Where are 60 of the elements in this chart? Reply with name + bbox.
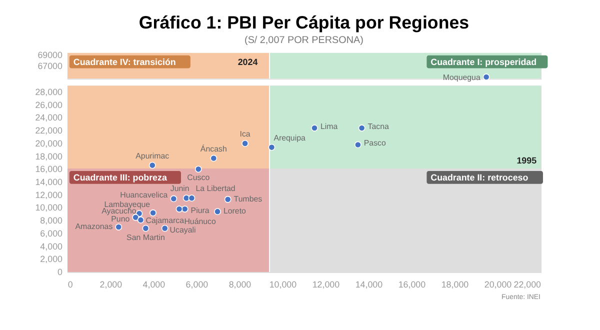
data-label: Tumbes [234,194,262,204]
x-tick-label: 18,000 [441,279,469,290]
data-label: Lima [320,122,338,132]
data-label: Cajamarca [146,216,185,225]
x-tick-label: 2,000 [100,279,122,290]
chart-title: Gráfico 1: PBI Per Cápita por Regiones [138,12,470,32]
x-tick-label: 22,000 [514,279,542,290]
band-label: Cuadrante IV: transición [73,56,176,67]
data-label: San Martin [126,233,165,242]
data-label: Ayacucho [102,206,137,216]
x-tick-label: 0 [68,279,73,290]
x-tick-label: 12,000 [312,279,340,290]
data-label: Huánuco [184,216,217,226]
y-tick-label: 16,000 [35,164,63,174]
x-tick-label: 8,000 [228,279,252,290]
data-label: Áncash [200,144,227,154]
annotation: 1995 [516,156,537,166]
x-tick-label: 16,000 [398,279,426,290]
y-tick-label: 8,000 [40,216,63,226]
y-tick-label: 69000 [38,50,63,60]
data-label: Moquegua [442,72,481,82]
y-tick-label: 22,000 [35,126,63,136]
data-label: Puno [111,214,130,224]
data-label: Pasco [364,138,386,148]
data-label: Apurimac [136,151,170,160]
y-tick-label: 18,000 [35,151,63,162]
y-tick-label: 24,000 [35,112,63,123]
band-label: Cuadrante II: retroceso [430,172,529,182]
x-tick-label: 14,000 [355,279,383,290]
y-tick-label: 2,000 [40,254,63,264]
data-label: Tacna [368,122,390,132]
band-label: Cuadrante I: prosperidad [430,56,537,67]
y-tick-label: 20,000 [35,138,63,148]
y-tick-label: 12,000 [35,190,63,200]
data-label: La Libertad [196,184,236,194]
y-tick-label: 67000 [38,60,63,71]
data-label: Amazonas [75,222,113,232]
chart-subtitle: (S/ 2,007 POR PERSONA) [244,35,364,46]
data-label: Arequipa [274,133,306,142]
data-label: Piura [190,206,210,215]
data-label: Lambayeque [104,200,151,209]
data-label: Ucayali [170,225,196,234]
x-tick-label: 10,000 [269,279,297,290]
x-tick-label: 20,000 [484,279,512,290]
x-tick-label: 4,000 [142,279,166,290]
y-tick-label: 14,000 [35,176,63,187]
data-label: Cusco [187,173,210,182]
x-tick-label: 6,000 [186,279,208,290]
y-tick-label: 4,000 [40,241,63,252]
data-label: Huancavelica [120,190,168,200]
y-tick-label: 28,000 [35,86,63,97]
data-label: Loreto [223,206,247,216]
y-tick-label: 0 [58,267,63,277]
y-tick-label: 26,000 [35,100,63,110]
band-label: Cuadrante III: pobreza [73,172,168,182]
data-label: Junin [170,184,190,194]
data-label: Ica [240,130,251,138]
annotation: 2024 [238,56,258,67]
y-tick-label: 10,000 [35,202,63,213]
y-tick-label: 6,000 [40,228,63,238]
